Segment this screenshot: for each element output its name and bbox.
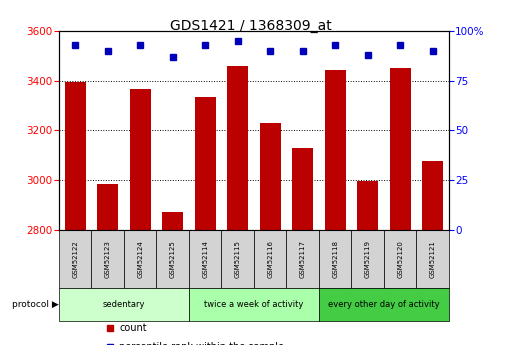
Bar [222, 230, 254, 288]
Bar [65, 82, 86, 230]
Text: GSM52122: GSM52122 [72, 240, 78, 278]
Bar [325, 70, 346, 230]
Text: GSM52124: GSM52124 [137, 240, 143, 278]
Text: protocol ▶: protocol ▶ [12, 300, 59, 309]
Bar [351, 230, 384, 288]
Bar [189, 230, 222, 288]
Text: GSM52117: GSM52117 [300, 240, 306, 278]
Text: GDS1421 / 1368309_at: GDS1421 / 1368309_at [170, 19, 332, 33]
Text: GSM52118: GSM52118 [332, 240, 338, 278]
Text: GSM52114: GSM52114 [202, 240, 208, 278]
Bar [319, 288, 449, 322]
Text: twice a week of activity: twice a week of activity [204, 300, 304, 309]
Text: GSM52121: GSM52121 [429, 240, 436, 278]
Text: GSM52115: GSM52115 [234, 240, 241, 278]
Bar [124, 230, 156, 288]
Bar [130, 89, 151, 230]
Bar [292, 148, 313, 230]
Bar [227, 66, 248, 230]
Bar [417, 230, 449, 288]
Bar [254, 230, 286, 288]
Text: count: count [120, 323, 147, 333]
Text: percentile rank within the sample: percentile rank within the sample [120, 342, 284, 345]
Bar [357, 181, 378, 230]
Bar [162, 213, 183, 230]
Bar [194, 97, 216, 230]
Text: GSM52120: GSM52120 [397, 240, 403, 278]
Text: GSM52125: GSM52125 [170, 240, 176, 278]
Bar [59, 230, 91, 288]
Bar [59, 288, 189, 322]
Bar [156, 230, 189, 288]
Bar [189, 288, 319, 322]
Text: sedentary: sedentary [103, 300, 145, 309]
Bar [384, 230, 417, 288]
Bar [91, 230, 124, 288]
Bar [422, 161, 443, 230]
Bar [389, 68, 411, 230]
Text: GSM52119: GSM52119 [365, 240, 371, 278]
Bar [286, 230, 319, 288]
Bar [97, 184, 119, 230]
Bar [319, 230, 351, 288]
Text: every other day of activity: every other day of activity [328, 300, 440, 309]
Bar [260, 123, 281, 230]
Text: GSM52123: GSM52123 [105, 240, 111, 278]
Text: GSM52116: GSM52116 [267, 240, 273, 278]
